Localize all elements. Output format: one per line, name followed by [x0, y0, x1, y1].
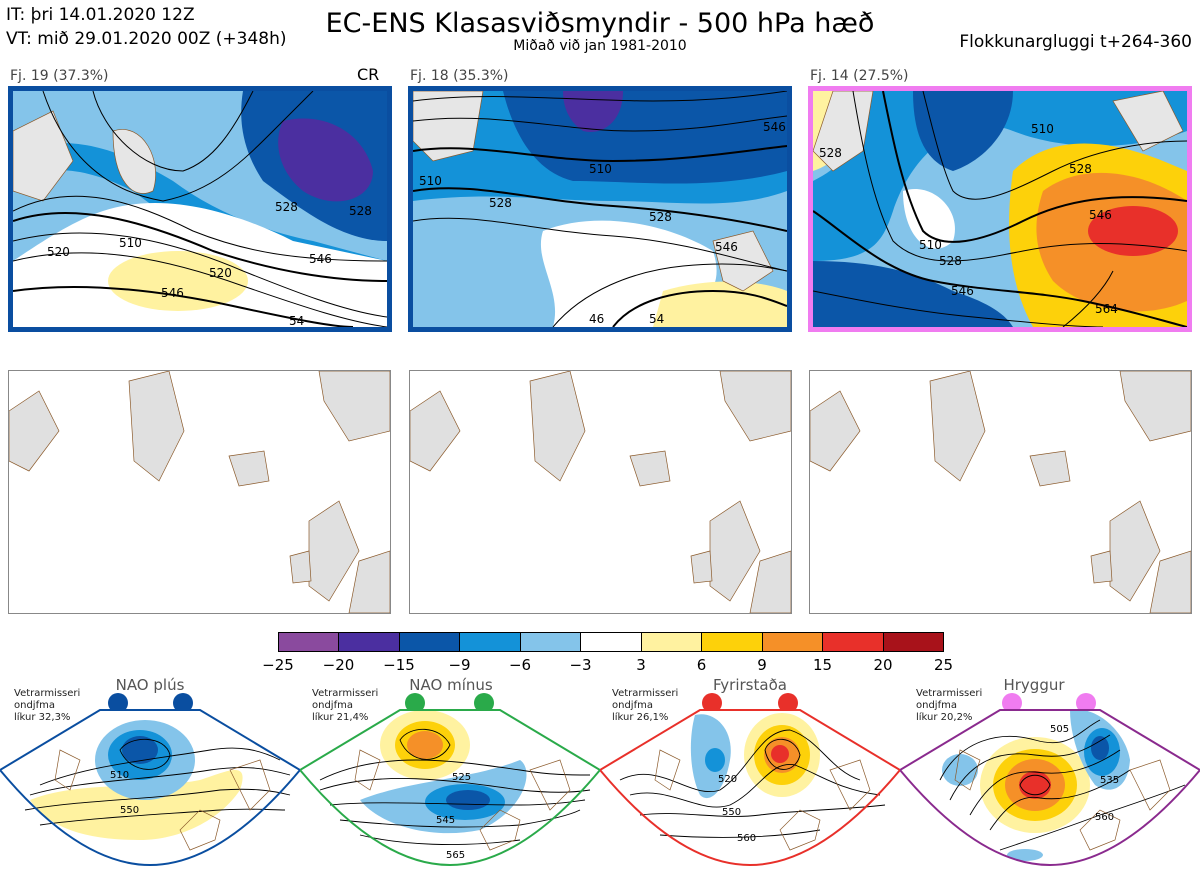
colorbar-tick: −3: [569, 656, 592, 674]
colorbar-tick: 20: [873, 656, 893, 674]
cluster-1-contour-label: 528: [349, 204, 372, 218]
cluster-1-contour-label: 528: [275, 200, 298, 214]
regime-4-info: Vetrarmisseri ondjfma líkur 20,2%: [916, 688, 983, 723]
regime-1-name: NAO plús: [115, 676, 185, 694]
regime-4-contour-label: 560: [1095, 812, 1114, 823]
page-subtitle: Miðað við jan 1981-2010: [513, 38, 687, 54]
regime-4-contour-label: 505: [1050, 724, 1069, 735]
empty-map-2: [409, 370, 792, 614]
colorbar-tick: −15: [383, 656, 415, 674]
colorbar-swatch: [520, 633, 582, 651]
cluster-3-contour-label: 510: [1031, 122, 1054, 136]
colorbar-tick: −6: [508, 656, 532, 674]
cluster-3-contour-label: 510: [919, 238, 942, 252]
regime-1-contour-label: 510: [110, 770, 129, 781]
cluster-3-contour-label: 546: [1089, 208, 1112, 222]
colorbar-swatch: [823, 633, 884, 651]
cluster-1-contour-label: 510: [119, 236, 142, 250]
init-time: IT: þri 14.01.2020 12Z: [6, 5, 195, 25]
valid-time: VT: mið 29.01.2020 00Z (+348h): [6, 29, 287, 49]
cluster-1-contour-label: 520: [209, 266, 232, 280]
classification-window: Flokkunargluggi t+264-360: [959, 32, 1192, 52]
regime-3-contour-label: 520: [718, 774, 737, 785]
cluster-2-contour-label: 510: [419, 174, 442, 188]
colorbar-swatch: [460, 633, 521, 651]
colorbar: [278, 632, 944, 652]
cluster-3-contour-label: 528: [819, 146, 842, 160]
regime-2-marker: [474, 693, 494, 713]
regime-1-marker: [173, 693, 193, 713]
regime-2-contour-label: 525: [452, 772, 471, 783]
regime-4-map[interactable]: 505 535 560: [900, 690, 1200, 870]
colorbar-tick: −20: [322, 656, 355, 674]
cluster-2-label: Fj. 18 (35.3%): [410, 68, 509, 84]
colorbar-tick: −9: [448, 656, 471, 674]
colorbar-tick: 3: [636, 656, 646, 674]
colorbar-swatch: [883, 633, 943, 651]
regime-3-contour-label: 560: [737, 833, 756, 844]
regime-2-map[interactable]: 525 545 565: [300, 690, 600, 870]
regime-2-contour-label: 565: [446, 850, 465, 861]
regime-3-marker: [702, 693, 722, 713]
colorbar-swatch: [581, 633, 642, 651]
cluster-1-contour-label: 520: [47, 245, 70, 259]
empty-map-3: [809, 370, 1192, 614]
regime-2-contour-label: 545: [436, 815, 455, 826]
cluster-2-map[interactable]: 510 510 528 528 546 546 54 46: [408, 86, 792, 332]
regime-3-map[interactable]: 520 550 560: [600, 690, 900, 870]
empty-map-1: [8, 370, 391, 614]
cluster-2-contour-label: 46: [589, 312, 604, 326]
regime-3-marker: [778, 693, 798, 713]
cluster-3-label: Fj. 14 (27.5%): [810, 68, 909, 84]
cluster-1-tag: CR: [357, 65, 380, 84]
cluster-1-map[interactable]: 520 510 520 546 528 546 528 54: [8, 86, 392, 332]
cluster-1-label: Fj. 19 (37.3%): [10, 68, 109, 84]
colorbar-tick: 25: [933, 656, 954, 674]
cluster-3-contour-label: 546: [951, 284, 974, 298]
regime-1-contour-label: 550: [120, 805, 139, 816]
colorbar-swatch: [279, 633, 340, 651]
regime-1-map[interactable]: 510 550: [0, 690, 300, 870]
regime-4-marker: [1076, 693, 1096, 713]
colorbar-tick: 6: [696, 656, 707, 674]
cluster-3-contour-label: 528: [939, 254, 962, 268]
cluster-2-contour-label: 510: [589, 162, 612, 176]
regime-3-name: Fyrirstaða: [713, 676, 787, 694]
page-title: EC-ENS Klasasviðsmyndir - 500 hPa hæð: [325, 8, 875, 39]
regime-1-info: Vetrarmisseri ondjfma líkur 32,3%: [14, 688, 81, 723]
regime-4-marker: [1002, 693, 1022, 713]
colorbar-tick: −25: [262, 656, 294, 674]
cluster-1-contour-label: 54: [289, 314, 304, 327]
cluster-2-contour-label: 528: [489, 196, 512, 210]
regime-2-name: NAO mínus: [409, 676, 493, 694]
regime-1-marker: [108, 693, 128, 713]
cluster-2-contour-label: 54: [649, 312, 664, 326]
cluster-2-contour-label: 546: [763, 120, 786, 134]
regime-4-name: Hryggur: [1003, 676, 1065, 694]
cluster-2-contour-label: 528: [649, 210, 672, 224]
colorbar-tick: 9: [757, 656, 767, 674]
cluster-2-contour-label: 546: [715, 240, 738, 254]
colorbar-swatch: [339, 633, 400, 651]
cluster-3-contour-label: 564: [1095, 302, 1118, 316]
regime-4-contour-label: 535: [1100, 775, 1119, 786]
colorbar-swatch: [399, 633, 461, 651]
colorbar-swatch: [641, 633, 703, 651]
regime-2-info: Vetrarmisseri ondjfma líkur 21,4%: [312, 688, 379, 723]
cluster-3-contour-label: 528: [1069, 162, 1092, 176]
colorbar-swatch: [702, 633, 763, 651]
cluster-1-contour-label: 546: [309, 252, 332, 266]
cluster-3-map[interactable]: 510 528 528 546 510 528 546 564: [808, 86, 1192, 332]
regime-2-marker: [405, 693, 425, 713]
cluster-1-contour-label: 546: [161, 286, 184, 300]
regime-3-info: Vetrarmisseri ondjfma líkur 26,1%: [612, 688, 679, 723]
colorbar-tick: 15: [812, 656, 833, 674]
regime-3-contour-label: 550: [722, 807, 741, 818]
colorbar-swatch: [762, 633, 824, 651]
